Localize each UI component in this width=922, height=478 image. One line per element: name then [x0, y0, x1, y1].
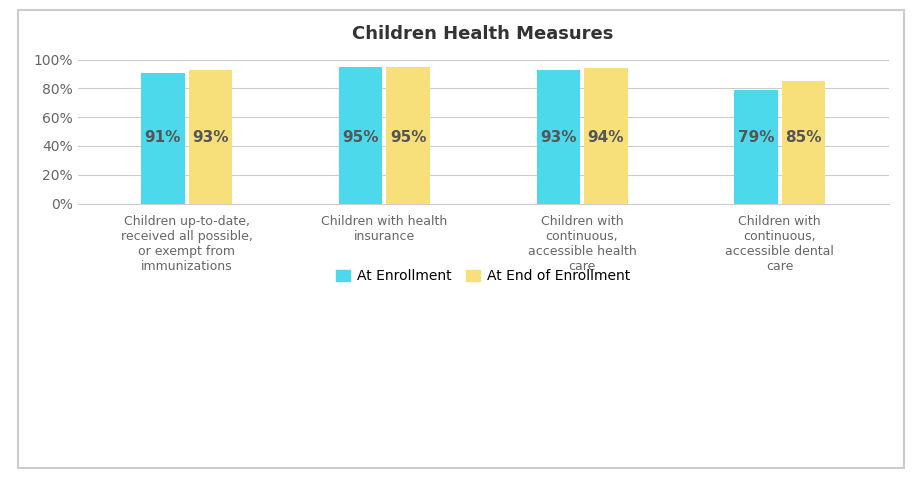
Legend: At Enrollment, At End of Enrollment: At Enrollment, At End of Enrollment — [329, 262, 637, 290]
Bar — [338, 67, 383, 204]
Title: Children Health Measures: Children Health Measures — [352, 24, 614, 43]
Bar — [386, 67, 430, 204]
Bar — [734, 90, 778, 204]
Bar — [584, 68, 628, 204]
Bar — [141, 73, 184, 204]
Text: 95%: 95% — [390, 130, 426, 145]
Text: 79%: 79% — [738, 130, 774, 145]
Text: 94%: 94% — [587, 130, 624, 145]
Bar — [782, 81, 825, 204]
Bar — [188, 70, 232, 204]
Text: 85%: 85% — [786, 130, 822, 145]
Text: 91%: 91% — [145, 130, 181, 145]
Text: 93%: 93% — [192, 130, 229, 145]
Bar — [537, 70, 580, 204]
Text: 93%: 93% — [540, 130, 576, 145]
Text: 95%: 95% — [342, 130, 379, 145]
